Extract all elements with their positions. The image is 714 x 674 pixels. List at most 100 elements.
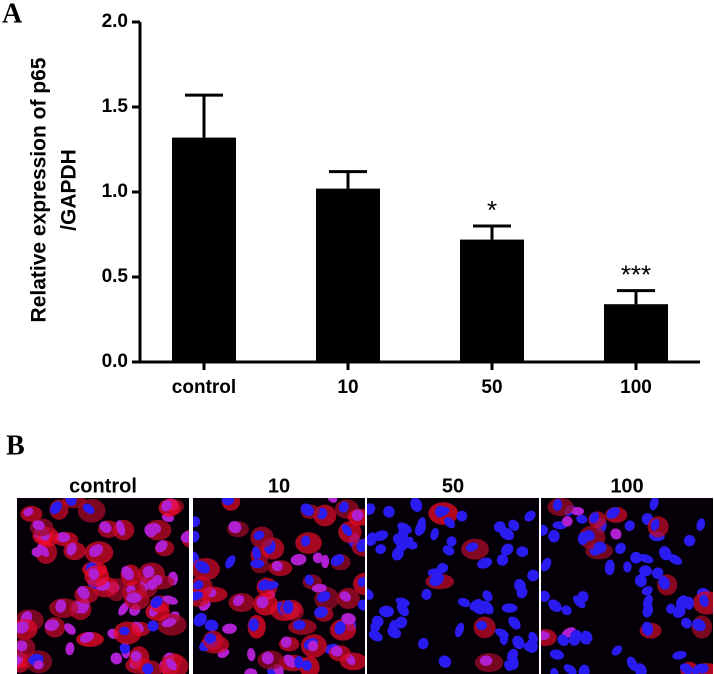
nucleus xyxy=(294,655,304,669)
nucleus xyxy=(501,543,514,556)
nucleus xyxy=(482,590,493,602)
y-axis-title: /GAPDH xyxy=(58,149,81,231)
nucleus xyxy=(388,619,398,635)
nucleus xyxy=(494,628,509,639)
nucleus xyxy=(55,599,67,613)
x-tick-label: control xyxy=(172,377,236,398)
nucleus xyxy=(541,590,550,602)
nucleus xyxy=(541,630,550,641)
cells xyxy=(17,498,189,674)
nucleus xyxy=(314,606,328,618)
nucleus xyxy=(508,616,521,630)
nucleus xyxy=(304,574,314,586)
nucleus xyxy=(562,516,573,527)
nucleus xyxy=(429,572,445,587)
nucleus xyxy=(630,551,642,564)
nucleus xyxy=(623,561,632,573)
nucleus xyxy=(681,617,692,629)
nucleus xyxy=(250,559,265,569)
nucleus xyxy=(456,510,468,522)
nucleus xyxy=(193,516,201,528)
nucleus xyxy=(357,576,365,587)
cells xyxy=(541,498,713,674)
nucleus xyxy=(110,652,123,665)
micrograph xyxy=(17,498,189,674)
nucleus xyxy=(684,596,694,610)
nucleus xyxy=(119,642,131,654)
nucleus xyxy=(327,498,338,503)
nucleus xyxy=(526,639,538,653)
nucleus xyxy=(692,618,706,632)
nucleus xyxy=(341,613,356,625)
y-tick-label: 0.0 xyxy=(102,351,128,372)
nucleus xyxy=(457,597,471,608)
y-tick-label: 1.5 xyxy=(102,96,129,117)
bar xyxy=(604,304,668,362)
nucleus xyxy=(271,561,283,572)
nucleus xyxy=(50,501,62,515)
nucleus xyxy=(444,517,456,529)
image-label: 50 xyxy=(442,475,464,497)
nucleus xyxy=(395,597,410,607)
image-label: 100 xyxy=(610,475,643,497)
nucleus xyxy=(516,586,528,599)
nucleus xyxy=(696,518,706,532)
nucleus xyxy=(339,591,351,602)
nucleus xyxy=(524,510,536,522)
nucleus xyxy=(527,569,539,582)
nucleus xyxy=(593,541,607,554)
nucleus xyxy=(99,521,112,533)
nucleus xyxy=(252,546,261,561)
image-label: control xyxy=(69,475,137,497)
nucleus xyxy=(66,542,77,556)
nucleus xyxy=(65,642,75,656)
nucleus xyxy=(651,567,664,579)
nucleus xyxy=(395,616,408,629)
nucleus xyxy=(88,544,104,557)
nucleus xyxy=(155,540,168,553)
nucleus xyxy=(549,649,564,660)
nucleus xyxy=(321,554,330,569)
nucleus xyxy=(256,596,269,609)
nucleus xyxy=(222,623,237,634)
nucleus xyxy=(330,645,343,657)
nucleus xyxy=(334,621,346,635)
nucleus xyxy=(162,595,178,605)
nucleus xyxy=(634,663,647,674)
nucleus xyxy=(253,530,265,541)
nucleus xyxy=(615,542,626,555)
nucleus xyxy=(641,621,654,636)
nucleus xyxy=(477,557,493,569)
nucleus xyxy=(64,623,76,635)
nucleus xyxy=(232,594,245,607)
nucleus xyxy=(578,664,590,674)
micrograph xyxy=(367,498,539,674)
nucleus xyxy=(263,580,279,590)
nucleus xyxy=(642,603,654,618)
nucleus xyxy=(638,553,654,564)
nucleus xyxy=(454,622,465,638)
nucleus xyxy=(576,514,588,524)
nucleus xyxy=(371,615,384,628)
nucleus xyxy=(311,583,327,593)
nucleus xyxy=(283,654,297,668)
nucleus xyxy=(116,520,126,536)
nucleus xyxy=(442,545,455,556)
nucleus xyxy=(261,651,274,665)
nucleus xyxy=(610,528,622,540)
nucleus xyxy=(658,576,670,590)
nucleus xyxy=(667,554,683,565)
nucleus xyxy=(17,621,29,634)
nucleus xyxy=(228,521,242,534)
nucleus xyxy=(375,544,387,555)
nucleus xyxy=(247,648,256,662)
nucleus xyxy=(634,574,647,588)
nucleus xyxy=(121,566,134,581)
nucleus xyxy=(142,565,155,579)
y-axis-title: Relative expression of p65 xyxy=(28,57,51,322)
nucleus xyxy=(147,620,159,632)
nucleus xyxy=(407,541,418,550)
nucleus xyxy=(193,580,204,590)
cells xyxy=(367,498,539,673)
nucleus xyxy=(301,660,312,671)
